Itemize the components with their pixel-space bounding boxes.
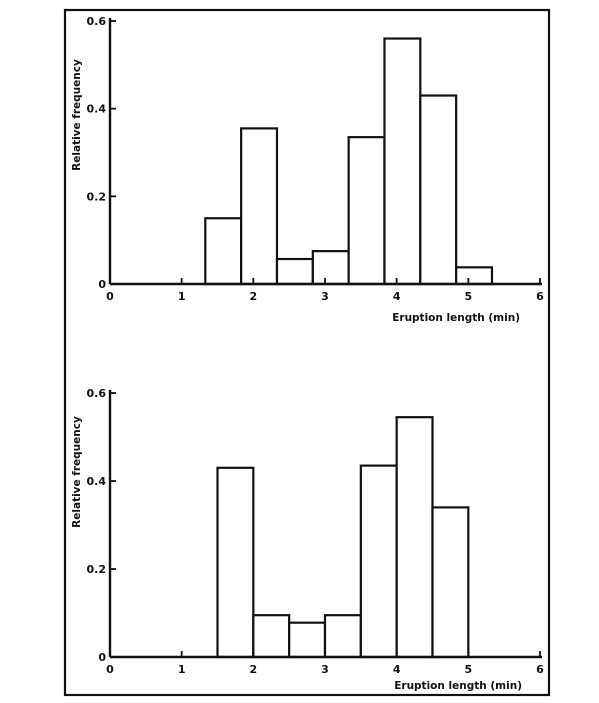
- top-histogram-y-tick-label: 0.2: [87, 190, 107, 203]
- top-histogram-x-tick-label: 0: [106, 290, 114, 303]
- top-histogram-bar-1: [204, 217, 243, 286]
- bottom-histogram-x-tick-label: 1: [178, 663, 186, 676]
- bottom-histogram-bar-6: [395, 416, 434, 659]
- top-histogram-x-tick-label: 3: [321, 290, 329, 303]
- top-histogram-bar-4: [311, 250, 350, 286]
- top-histogram-x-tick-label: 1: [178, 290, 186, 303]
- bottom-histogram-bar-3: [288, 621, 327, 659]
- bottom-histogram-bar-7: [431, 506, 470, 659]
- top-histogram-bar-2: [240, 127, 279, 286]
- top-histogram-x-axis-label: Eruption length (min): [392, 312, 520, 324]
- bottom-histogram-y-tick-label: 0.2: [87, 563, 107, 576]
- top-histogram-axes: [108, 18, 542, 286]
- top-histogram-y-tick-label: 0.6: [87, 15, 107, 28]
- bottom-histogram-x-tick-label: 6: [536, 663, 544, 676]
- top-histogram-x-tick-label: 5: [465, 290, 473, 303]
- bottom-histogram-bar-2: [252, 614, 291, 659]
- top-histogram-y-axis-label: Relative frequency: [71, 59, 83, 171]
- bottom-histogram-bar-1: [216, 466, 255, 659]
- top-histogram-x-ticks: 0 1 2 3 4 5 6: [106, 278, 544, 303]
- bottom-histogram-y-axis-label: Relative frequency: [71, 416, 83, 528]
- top-histogram-bar-6: [383, 37, 422, 286]
- bottom-histogram-x-tick-label: 2: [250, 663, 258, 676]
- top-histogram-y-tick-label: 0: [98, 278, 106, 291]
- top-histogram-y-ticks: 0 0.2 0.4 0.6: [87, 15, 116, 291]
- top-histogram-x-tick-label: 2: [250, 290, 258, 303]
- bottom-histogram-x-axis-label: Eruption length (min): [394, 680, 522, 692]
- bottom-histogram-bar-5: [359, 464, 398, 659]
- top-histogram-bars: [204, 37, 494, 286]
- top-histogram: 0 1 2 3 4 5 6 0 0.2 0.4 0.6 Eruption length (min)…: [71, 15, 544, 324]
- top-histogram-y-tick-label: 0.4: [87, 103, 107, 116]
- bottom-histogram-x-tick-label: 4: [393, 663, 401, 676]
- bottom-histogram-x-tick-label: 0: [106, 663, 114, 676]
- bottom-histogram-y-ticks: 0 0.2 0.4 0.6: [87, 387, 116, 664]
- bottom-histogram: 0 1 2 3 4 5 6 0 0.2 0.4 0.6 Eruption length (min)…: [71, 387, 544, 692]
- bottom-histogram-y-tick-label: 0: [98, 651, 106, 664]
- top-histogram-bar-8: [455, 266, 494, 286]
- top-histogram-bar-3: [275, 257, 314, 286]
- bottom-histogram-x-tick-label: 5: [465, 663, 473, 676]
- bottom-histogram-x-tick-label: 3: [321, 663, 329, 676]
- bottom-histogram-bar-4: [323, 614, 362, 659]
- top-histogram-bar-7: [419, 94, 458, 286]
- bottom-histogram-x-ticks: 0 1 2 3 4 5 6: [106, 651, 544, 676]
- bottom-histogram-y-tick-label: 0.6: [87, 387, 107, 400]
- top-histogram-x-tick-label: 4: [393, 290, 401, 303]
- bottom-histogram-bars: [216, 416, 470, 659]
- top-histogram-x-tick-label: 6: [536, 290, 544, 303]
- bottom-histogram-y-tick-label: 0.4: [87, 475, 107, 488]
- top-histogram-bar-5: [347, 136, 386, 286]
- figure-frame: [63, 8, 551, 697]
